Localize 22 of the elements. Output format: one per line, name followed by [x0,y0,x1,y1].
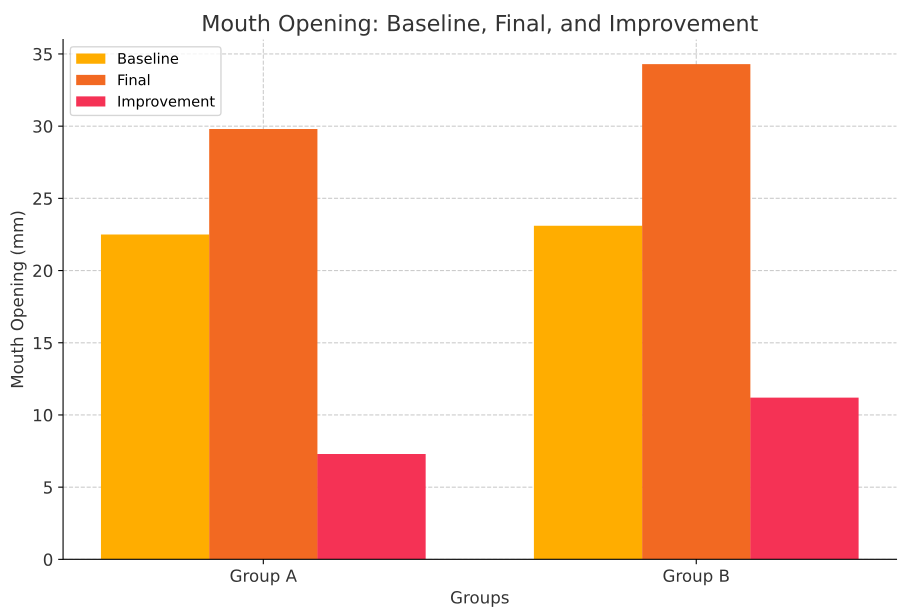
x-tick-label: Group A [230,569,297,586]
bar [100,234,210,560]
legend-label: Final [118,74,150,86]
y-tick-label: 10 [34,408,52,422]
x-tick-label: Group B [663,569,729,586]
legend-label: Improvement [118,96,215,110]
bar [317,454,426,560]
y-tick-label: 15 [34,336,52,350]
bar [642,64,750,560]
legend-label: Baseline [118,52,178,64]
y-tick-label: 30 [33,120,52,133]
y-axis-title: Mouth Opening (mm) [10,212,27,388]
y-tick-label: 25 [33,192,52,205]
y-tick-label: 35 [33,48,52,61]
y-tick-label: 20 [33,264,52,278]
bar [750,398,859,560]
x-axis-title: Groups [451,591,509,607]
bar [209,129,318,560]
bar [534,226,642,560]
y-tick-label: 0 [44,553,52,566]
chart-title: Mouth Opening: Baseline, Final, and Improvement [203,14,758,36]
y-tick-label: 5 [44,481,52,494]
